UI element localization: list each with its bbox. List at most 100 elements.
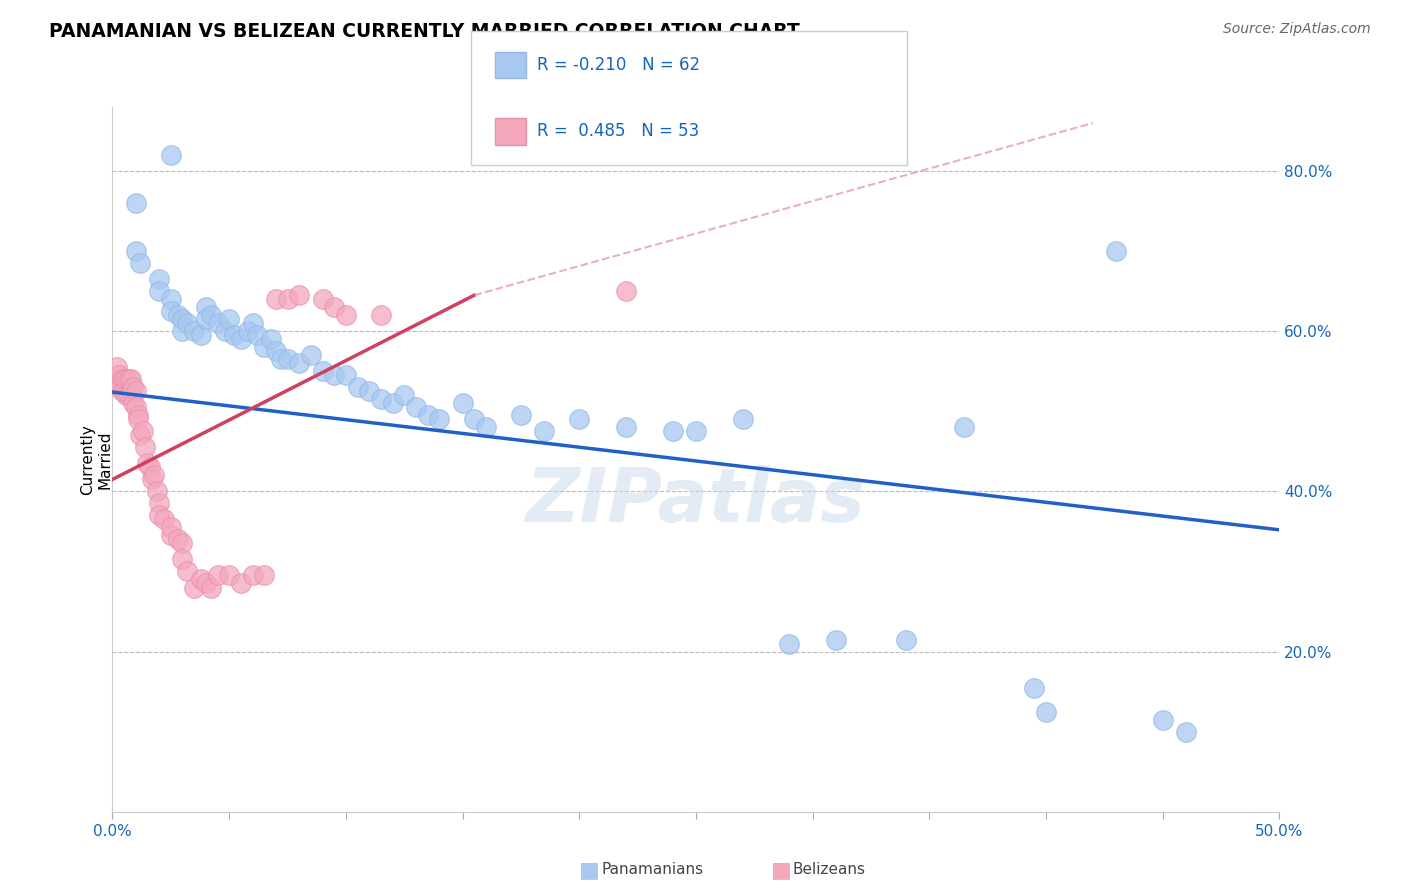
Y-axis label: Currently
Married: Currently Married xyxy=(80,424,112,495)
Point xyxy=(148,496,170,510)
Point xyxy=(190,573,212,587)
Point xyxy=(115,372,138,386)
Point xyxy=(463,412,485,426)
Point xyxy=(323,368,346,383)
Point xyxy=(207,316,229,330)
Point xyxy=(1024,681,1046,695)
Point xyxy=(122,380,145,394)
Point xyxy=(166,533,188,547)
Point xyxy=(118,372,141,386)
Point xyxy=(416,409,439,423)
Point xyxy=(200,308,222,322)
Point xyxy=(427,412,450,426)
Point xyxy=(120,384,142,399)
Text: ZIPatlas: ZIPatlas xyxy=(526,465,866,538)
Point xyxy=(194,576,217,591)
Point xyxy=(685,425,707,439)
Point xyxy=(172,536,194,550)
Point xyxy=(160,520,183,534)
Point xyxy=(120,372,142,386)
Text: Source: ZipAtlas.com: Source: ZipAtlas.com xyxy=(1223,22,1371,37)
Point xyxy=(207,568,229,582)
Point xyxy=(260,332,283,346)
Text: PANAMANIAN VS BELIZEAN CURRENTLY MARRIED CORRELATION CHART: PANAMANIAN VS BELIZEAN CURRENTLY MARRIED… xyxy=(49,22,800,41)
Point xyxy=(183,324,205,338)
Point xyxy=(533,425,555,439)
Point xyxy=(475,420,498,434)
Text: R =  0.485   N = 53: R = 0.485 N = 53 xyxy=(537,122,699,140)
Point xyxy=(1175,724,1198,739)
Point xyxy=(1152,713,1174,727)
Point xyxy=(111,372,134,386)
Point xyxy=(148,284,170,298)
Point xyxy=(160,148,183,162)
Point xyxy=(194,300,217,314)
Point xyxy=(392,388,416,402)
Point xyxy=(127,412,149,426)
Point xyxy=(115,388,138,402)
Point xyxy=(222,328,245,343)
Point xyxy=(112,384,135,399)
Point xyxy=(229,332,252,346)
Point xyxy=(129,256,152,270)
Point xyxy=(229,576,252,591)
Point xyxy=(451,396,474,410)
Point xyxy=(346,380,368,394)
Point xyxy=(264,292,287,306)
Point xyxy=(160,528,183,542)
Point xyxy=(125,196,148,211)
Point xyxy=(253,568,276,582)
Point xyxy=(139,460,162,475)
Point xyxy=(405,401,427,415)
Point xyxy=(122,396,145,410)
Point xyxy=(288,288,311,302)
Point xyxy=(172,312,194,326)
Point xyxy=(894,632,917,647)
Point xyxy=(105,360,128,375)
Text: ■: ■ xyxy=(579,860,600,880)
Point xyxy=(176,316,198,330)
Point xyxy=(146,484,169,499)
Point xyxy=(242,316,264,330)
Point xyxy=(153,512,176,526)
Point xyxy=(381,396,404,410)
Point xyxy=(370,392,392,407)
Point xyxy=(143,468,166,483)
Point xyxy=(136,456,159,470)
Point xyxy=(311,292,333,306)
Point xyxy=(214,324,236,338)
Point xyxy=(125,384,148,399)
Point xyxy=(118,388,141,402)
Point xyxy=(242,568,264,582)
Point xyxy=(172,552,194,566)
Point xyxy=(323,300,346,314)
Point xyxy=(614,420,637,434)
Point xyxy=(568,412,591,426)
Point xyxy=(160,292,183,306)
Point xyxy=(127,409,149,423)
Point xyxy=(200,581,222,595)
Point xyxy=(335,368,357,383)
Point xyxy=(370,308,392,322)
Point xyxy=(134,441,156,455)
Point xyxy=(509,409,531,423)
Point xyxy=(1035,705,1057,719)
Point xyxy=(108,368,131,383)
Point xyxy=(218,312,240,326)
Point xyxy=(953,420,976,434)
Point xyxy=(299,348,322,362)
Point xyxy=(141,472,163,486)
Point xyxy=(1105,244,1128,259)
Point xyxy=(172,324,194,338)
Point xyxy=(311,364,333,378)
Point xyxy=(614,284,637,298)
Point xyxy=(194,312,217,326)
Point xyxy=(176,565,198,579)
Point xyxy=(125,401,148,415)
Point xyxy=(108,380,131,394)
Text: R = -0.210   N = 62: R = -0.210 N = 62 xyxy=(537,56,700,74)
Point xyxy=(129,428,152,442)
Point xyxy=(148,272,170,286)
Point xyxy=(132,425,155,439)
Point xyxy=(253,340,276,354)
